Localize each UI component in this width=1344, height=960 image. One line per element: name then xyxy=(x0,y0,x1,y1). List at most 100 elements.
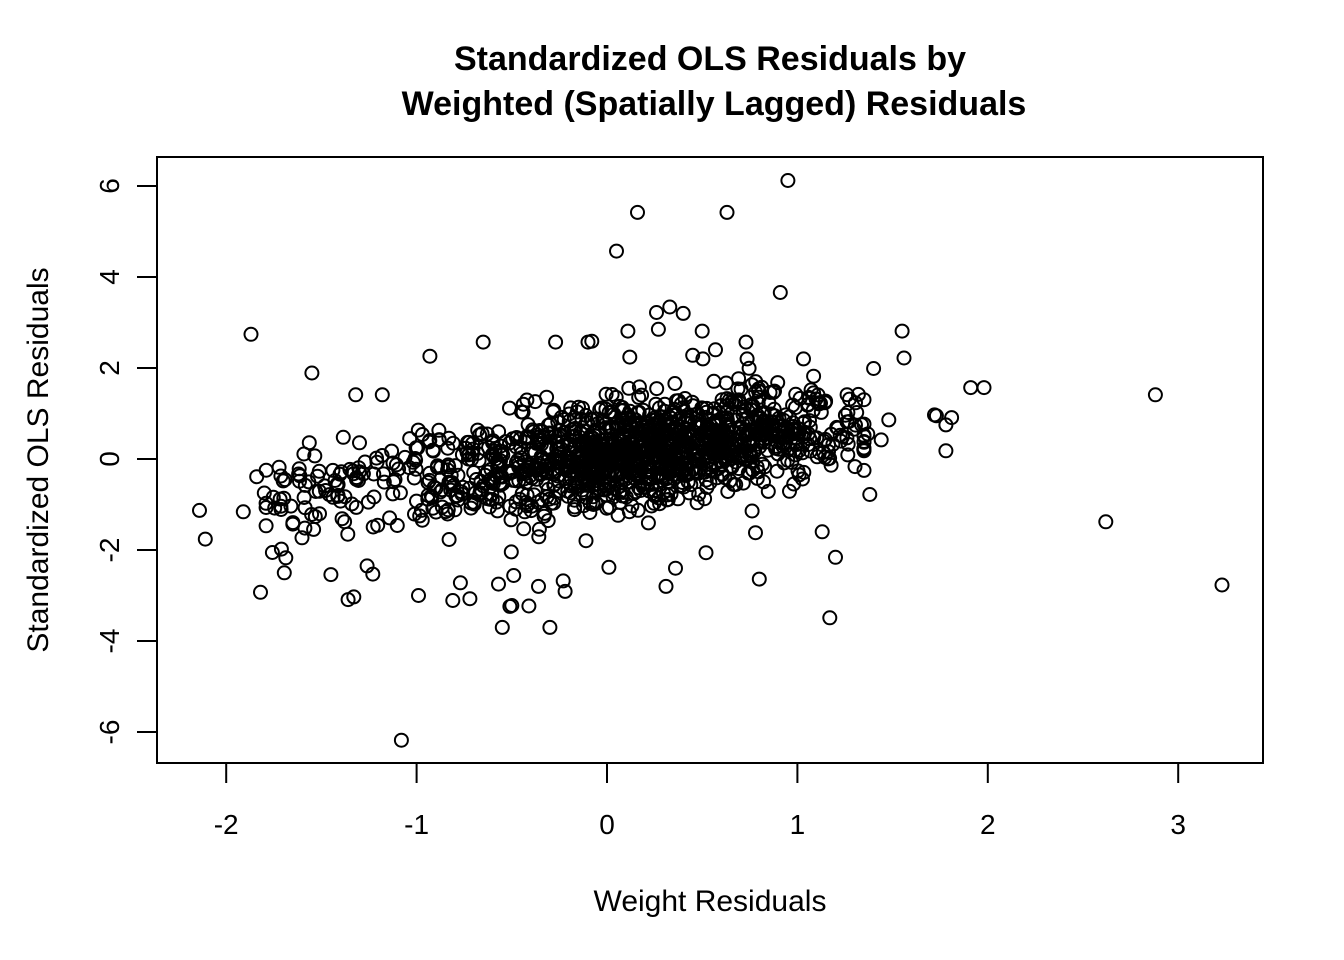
data-point xyxy=(813,395,828,411)
data-point xyxy=(278,550,294,566)
data-point xyxy=(348,499,364,515)
data-point xyxy=(414,512,430,528)
data-point xyxy=(393,732,409,748)
data-point xyxy=(780,173,796,188)
data-point xyxy=(850,386,866,402)
data-point xyxy=(384,443,400,459)
data-point xyxy=(698,404,714,420)
y-axis-label: Standardized OLS Residuals xyxy=(22,267,55,652)
data-point xyxy=(438,504,454,520)
data-point xyxy=(604,387,620,402)
data-point xyxy=(772,285,788,300)
data-point xyxy=(963,380,979,396)
data-point xyxy=(472,427,488,443)
data-point xyxy=(771,428,787,443)
data-point xyxy=(644,476,660,492)
data-point xyxy=(517,454,533,470)
data-point xyxy=(751,571,767,587)
data-point xyxy=(408,440,424,456)
data-point xyxy=(503,544,519,560)
data-point xyxy=(662,299,678,315)
data-point xyxy=(366,489,382,505)
data-point xyxy=(329,477,345,493)
x-tick-label: 2 xyxy=(980,809,996,840)
data-point xyxy=(447,458,463,474)
data-point xyxy=(531,435,547,451)
data-point xyxy=(803,382,819,398)
data-point xyxy=(833,433,849,449)
data-point xyxy=(856,416,872,432)
data-point xyxy=(680,474,696,490)
data-point xyxy=(721,392,737,408)
data-point xyxy=(461,434,477,450)
data-point xyxy=(555,573,571,589)
data-point xyxy=(410,422,426,438)
data-point xyxy=(471,453,487,468)
data-point xyxy=(292,468,308,484)
data-point xyxy=(689,495,705,511)
y-tick-label: 4 xyxy=(94,269,125,285)
data-point xyxy=(668,560,683,576)
data-point xyxy=(873,432,889,448)
data-point xyxy=(258,518,274,534)
data-point xyxy=(463,500,479,516)
data-point xyxy=(722,441,738,457)
data-point xyxy=(337,514,353,530)
data-point xyxy=(422,348,438,364)
x-axis: -2 -1 0 1 2 3 xyxy=(214,762,1186,840)
data-point xyxy=(699,479,715,495)
data-point xyxy=(346,589,362,605)
data-point xyxy=(694,419,709,435)
data-point xyxy=(441,532,457,547)
data-point xyxy=(795,471,810,487)
data-point xyxy=(685,347,701,363)
data-point xyxy=(504,598,520,613)
data-point xyxy=(543,495,559,511)
data-point xyxy=(658,578,674,594)
data-point xyxy=(790,463,806,479)
data-point xyxy=(506,568,522,583)
data-point xyxy=(840,405,856,420)
data-point xyxy=(466,496,482,512)
data-point xyxy=(862,487,878,502)
y-axis: -6 -4 -2 0 2 4 6 xyxy=(94,178,158,744)
data-point xyxy=(928,408,944,424)
data-point xyxy=(724,444,740,459)
chart-title-line-2: Weighted (Spatially Lagged) Residuals xyxy=(402,85,1027,123)
data-point xyxy=(387,472,403,487)
data-point xyxy=(755,413,771,429)
data-point xyxy=(637,476,653,492)
data-point xyxy=(731,392,747,408)
data-point xyxy=(389,518,405,533)
data-point xyxy=(540,513,556,529)
data-point xyxy=(739,351,755,367)
data-point xyxy=(271,459,287,475)
data-point xyxy=(847,459,863,475)
data-point xyxy=(630,502,646,518)
data-point xyxy=(938,443,954,459)
data-point xyxy=(277,472,293,488)
data-point xyxy=(646,417,662,433)
data-point xyxy=(671,443,687,458)
data-point xyxy=(567,499,583,515)
data-point xyxy=(698,545,714,561)
data-point xyxy=(365,566,381,582)
data-points xyxy=(192,173,1230,748)
data-point xyxy=(719,412,735,428)
data-point xyxy=(490,459,506,475)
data-point xyxy=(609,415,625,431)
data-point xyxy=(598,416,614,432)
data-point xyxy=(273,468,289,484)
data-point xyxy=(776,455,792,471)
data-point xyxy=(475,334,491,350)
data-point xyxy=(814,524,830,540)
data-point xyxy=(516,471,532,487)
data-point xyxy=(365,519,381,535)
data-point xyxy=(503,512,519,528)
data-point xyxy=(494,619,510,635)
data-point xyxy=(576,484,592,500)
data-point xyxy=(839,387,855,403)
data-point xyxy=(631,379,647,395)
data-point xyxy=(896,350,912,366)
data-point xyxy=(584,333,600,349)
